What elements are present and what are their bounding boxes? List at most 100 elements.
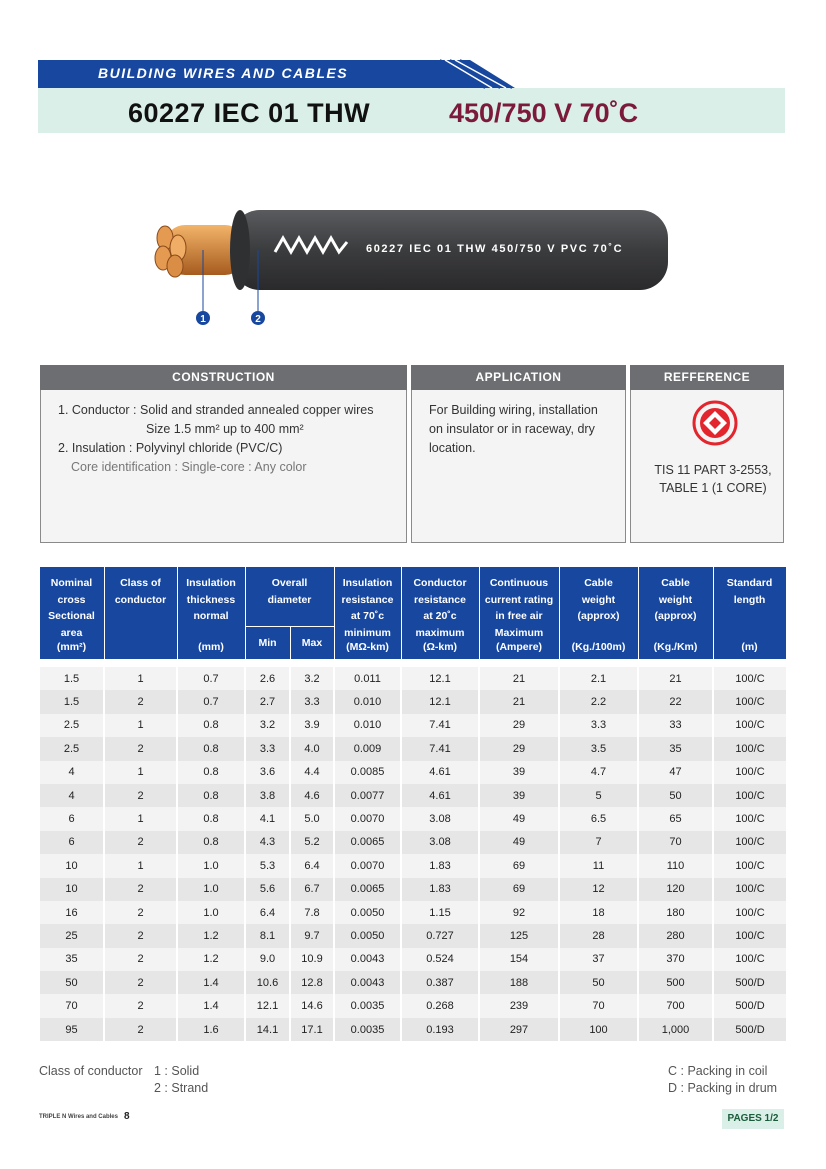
header-unit: (Ω-km): [422, 640, 458, 653]
table-cell: 4.61: [400, 783, 479, 808]
table-cell: 239: [478, 994, 559, 1018]
table-cell: 3.8: [244, 783, 290, 808]
table-cell: 2: [103, 994, 177, 1018]
table-cell: 1.0: [176, 854, 245, 878]
table-cell: 125: [478, 924, 559, 948]
table-cell: 17.1: [289, 1017, 334, 1042]
table-row: 35 2 1.2 9.0 10.9 0.0043 0.524 154 37 370 100/C: [38, 947, 786, 972]
table-cell: 280: [637, 924, 713, 948]
table-cell: 14.6: [289, 994, 334, 1018]
header-unit: (Kg./100m): [571, 640, 626, 653]
spec-table: Nominal cross Sectional area (mm²) Class of co…: [38, 566, 787, 1042]
packing-note: C : Packing in coil: [668, 1064, 768, 1078]
header-line: current rating: [484, 593, 554, 606]
table-cell: 2: [103, 877, 177, 901]
table-row: 4 1 0.8 3.6 4.4 0.0085 4.61 39 4.7 47 100/C: [38, 760, 786, 784]
table-cell: 0.8: [176, 713, 245, 738]
table-cell: 12.1: [244, 994, 290, 1018]
class-item: 2 : Strand: [154, 1081, 209, 1095]
table-cell: 0.011: [333, 667, 401, 691]
table-cell: 9.7: [289, 924, 334, 948]
column-header: Insulation resistance at 70˚c minimum (MΩ-km…: [333, 566, 402, 660]
construction-text: 1. Conductor : Solid and stranded anneal…: [41, 390, 406, 477]
table-cell: 0.8: [176, 760, 245, 784]
header-line: Standard: [726, 577, 773, 589]
spacer: [39, 659, 786, 667]
table-cell: 10.9: [289, 947, 334, 972]
table-cell: 35: [38, 947, 104, 972]
table-cell: 5.6: [244, 877, 290, 901]
table-row: 1.5 1 0.7 2.6 3.2 0.011 12.1 21 2.1 21 100/C: [38, 667, 786, 691]
table-cell: 7: [558, 830, 638, 855]
tis-logo: [692, 400, 738, 446]
table-cell: 100/C: [712, 830, 786, 855]
column-header: Cable weight (approx) (Kg./100m): [558, 566, 639, 660]
header-line: at 20˚c: [423, 610, 457, 622]
table-cell: 3.3: [289, 690, 334, 714]
table-cell: 0.0050: [333, 900, 401, 925]
header-line: Insulation: [342, 577, 393, 589]
table-cell: 180: [637, 900, 713, 925]
table-cell: 4.1: [244, 807, 290, 831]
table-cell: 100/C: [712, 760, 786, 784]
table-cell: 5.2: [289, 830, 334, 855]
header-unit: (mm): [198, 640, 224, 653]
table-cell: 65: [637, 807, 713, 831]
table-cell: 120: [637, 877, 713, 901]
table-cell: 37: [558, 947, 638, 972]
construction-title: CONSTRUCTION: [40, 365, 407, 390]
table-cell: 50: [637, 783, 713, 808]
table-cell: 0.7: [176, 667, 245, 691]
callout-marker: [196, 311, 210, 325]
table-cell: 3.5: [558, 737, 638, 761]
table-cell: 1.2: [176, 947, 245, 972]
table-cell: 6.7: [289, 877, 334, 901]
table-cell: 3.3: [244, 737, 290, 761]
reference-box: TIS 11 PART 3-2553, TABLE 1 (1 CORE): [630, 390, 784, 543]
table-cell: 2: [103, 783, 177, 808]
table-cell: 12.1: [400, 667, 479, 691]
header-unit: (mm²): [56, 640, 87, 653]
banner-white-stripes: [444, 59, 507, 89]
table-cell: 4.0: [289, 737, 334, 761]
table-row: 10 1 1.0 5.3 6.4 0.0070 1.83 69 11 110 100/C: [38, 854, 786, 878]
table-cell: 69: [478, 877, 559, 901]
callout-label: 1: [200, 314, 206, 325]
table-row: 16 2 1.0 6.4 7.8 0.0050 1.15 92 18 180 100/C: [38, 900, 786, 925]
table-cell: 70: [38, 994, 104, 1018]
table-cell: 70: [558, 994, 638, 1018]
table-cell: 4.3: [244, 830, 290, 855]
table-cell: 100/C: [712, 667, 786, 691]
table-cell: 2: [103, 971, 177, 995]
header-line: in free air: [495, 610, 543, 622]
table-cell: 0.387: [400, 971, 479, 995]
cable-marking: 60227 IEC 01 THW 450/750 V PVC 70˚C: [366, 243, 623, 255]
table-cell: 0.8: [176, 737, 245, 761]
table-body: 1.5 1 0.7 2.6 3.2 0.011 12.1 21 2.1 21 100/C 1.5 2 0.…: [38, 667, 786, 1042]
table-cell: 21: [478, 667, 559, 691]
header-line: Continuous: [489, 577, 549, 589]
table-cell: 3.2: [289, 667, 334, 691]
table-cell: 100/C: [712, 807, 786, 831]
table-cell: 3.6: [244, 760, 290, 784]
header-line: Nominal: [50, 577, 93, 589]
header-graphics: BUILDING WIRES AND CABLES 60227 IEC 01 T…: [38, 59, 785, 325]
column-header: Insulation thickness normal (mm): [176, 566, 246, 660]
header-line: at 70˚c: [350, 610, 385, 622]
table-cell: 28: [558, 924, 638, 948]
copper-strands: [154, 225, 245, 278]
table-cell: 3.08: [400, 830, 479, 855]
header-line: Cable: [661, 577, 690, 589]
reference-title: REFFERENCE: [630, 365, 784, 390]
text-line: For Building wiring, installation: [429, 403, 598, 417]
callout-label: 2: [255, 314, 261, 325]
header-line: weight: [581, 593, 616, 606]
table-cell: 100/C: [712, 877, 786, 901]
header-line: Maximum: [494, 626, 544, 639]
table-cell: 1.4: [176, 994, 245, 1018]
text-line: location.: [429, 441, 476, 455]
table-cell: 50: [38, 971, 104, 995]
table-cell: 154: [478, 947, 559, 972]
table-row: 95 2 1.6 14.1 17.1 0.0035 0.193 297 100 1,000 500/…: [38, 1017, 786, 1042]
column-header: Cable weight (approx) (Kg./Km): [637, 566, 714, 660]
